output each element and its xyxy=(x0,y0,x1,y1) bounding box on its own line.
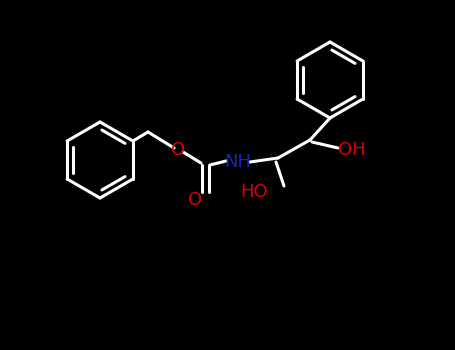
Text: O: O xyxy=(188,191,202,209)
Text: OH: OH xyxy=(338,141,366,159)
Text: O: O xyxy=(171,141,185,159)
Text: NH: NH xyxy=(224,153,252,171)
Text: HO: HO xyxy=(240,183,268,201)
